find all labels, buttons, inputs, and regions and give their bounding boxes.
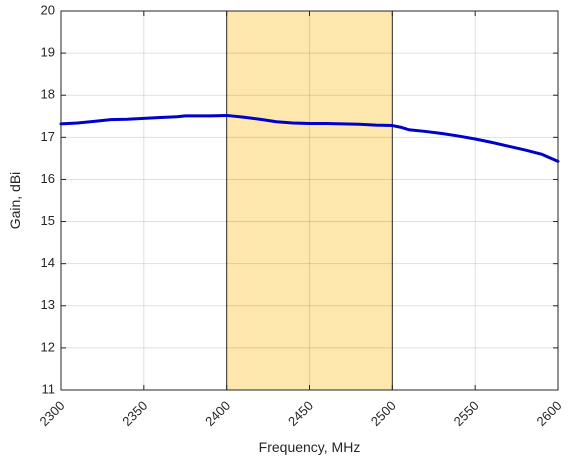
- y-tick-label: 14: [41, 255, 55, 270]
- y-tick-label: 15: [41, 213, 55, 228]
- x-axis-label: Frequency, MHz: [259, 439, 361, 455]
- y-tick-label: 16: [41, 171, 55, 186]
- y-tick-label: 20: [41, 2, 55, 17]
- y-tick-label: 11: [42, 381, 56, 396]
- y-tick-label: 19: [41, 45, 55, 60]
- y-tick-label: 18: [41, 87, 55, 102]
- y-tick-label: 17: [41, 129, 55, 144]
- y-axis-label: Gain, dBi: [7, 172, 23, 230]
- y-tick-label: 13: [41, 297, 55, 312]
- highlight-band: [226, 11, 393, 390]
- gain-series-line: [59, 113, 560, 163]
- y-tick-label: 12: [41, 339, 55, 354]
